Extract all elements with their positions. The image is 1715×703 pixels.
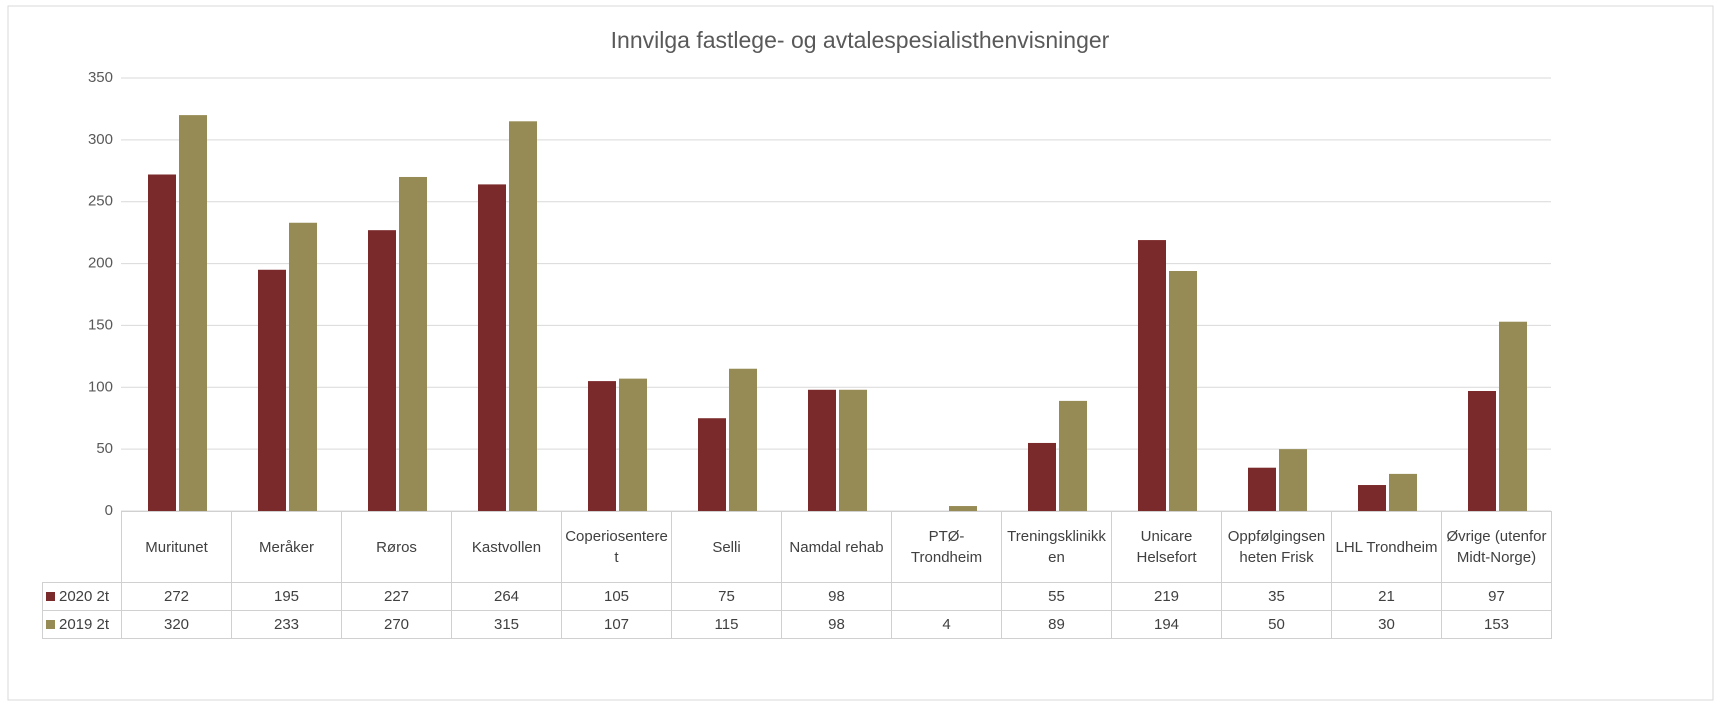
data-label: 89 <box>1001 610 1112 639</box>
y-tick-label: 350 <box>88 69 113 86</box>
bar <box>949 506 977 511</box>
y-tick-label: 300 <box>88 131 113 148</box>
table-corner <box>43 512 122 583</box>
data-label: 75 <box>671 582 782 611</box>
y-tick-label: 50 <box>96 440 113 457</box>
data-label: 233 <box>231 610 342 639</box>
data-label: 264 <box>451 582 562 611</box>
data-label: 97 <box>1441 582 1552 611</box>
bar <box>258 269 286 511</box>
x-tick-label: LHL Trondheim <box>1331 511 1442 583</box>
data-label: 98 <box>781 582 892 611</box>
x-tick-label: Oppfølgingsenheten Frisk <box>1221 511 1332 583</box>
bar <box>478 184 506 511</box>
legend-entry: 2019 2t <box>42 610 122 639</box>
x-tick-label: Selli <box>671 511 782 583</box>
data-label: 50 <box>1221 610 1332 639</box>
bar <box>1358 485 1386 511</box>
legend-swatch <box>46 620 55 629</box>
data-label <box>891 582 1002 611</box>
bar <box>368 230 396 511</box>
bar <box>1059 400 1087 511</box>
data-label: 272 <box>121 582 232 611</box>
legend-label: 2020 2t <box>59 588 110 605</box>
data-label: 35 <box>1221 582 1332 611</box>
data-label: 315 <box>451 610 562 639</box>
data-label: 219 <box>1111 582 1222 611</box>
data-label: 115 <box>671 610 782 639</box>
legend-label: 2019 2t <box>59 616 110 633</box>
legend-swatch <box>46 592 55 601</box>
y-tick-label: 200 <box>88 255 113 272</box>
y-tick-label: 250 <box>88 193 113 210</box>
bar <box>1389 473 1417 511</box>
bar <box>1248 467 1276 511</box>
bar <box>698 418 726 511</box>
data-label: 270 <box>341 610 452 639</box>
bar <box>619 378 647 511</box>
data-table: Muritunet Meråker Røros Kastvollen Coperiose… <box>42 511 1552 639</box>
y-tick-label: 150 <box>88 316 113 333</box>
data-label: 105 <box>561 582 672 611</box>
bar <box>148 174 176 512</box>
data-label: 21 <box>1331 582 1442 611</box>
data-label: 227 <box>341 582 452 611</box>
bar <box>1028 442 1056 511</box>
bar <box>509 121 537 512</box>
bar <box>729 368 757 511</box>
series-row: 2020 2t 272 195 227 264 105 75 98 55 219 35 21 97 <box>42 582 1552 611</box>
bar <box>1468 390 1496 511</box>
x-tick-label: Namdal rehab <box>781 511 892 583</box>
bar <box>1499 321 1527 511</box>
data-label: 195 <box>231 582 342 611</box>
x-tick-label: Øvrige (utenfor Midt-Norge) <box>1441 511 1552 583</box>
bar <box>588 381 616 511</box>
data-label: 55 <box>1001 582 1112 611</box>
series-row: 2019 2t 320 233 270 315 107 115 98 4 89 194 50 30 153 <box>42 610 1552 639</box>
x-tick-label: Muritunet <box>121 511 232 583</box>
data-label: 107 <box>561 610 672 639</box>
chart-title: Innvilga fastlege- og avtalespesialisthe… <box>611 27 1110 53</box>
bar <box>179 115 207 511</box>
x-tick-label: Unicare Helsefort <box>1111 511 1222 583</box>
bar <box>1279 449 1307 511</box>
y-tick-label: 0 <box>105 502 113 519</box>
x-tick-label: PTØ-Trondheim <box>891 511 1002 583</box>
data-label: 194 <box>1111 610 1222 639</box>
category-row: Muritunet Meråker Røros Kastvollen Coperiose… <box>43 511 1552 583</box>
bar <box>1138 240 1166 511</box>
data-label: 4 <box>891 610 1002 639</box>
x-tick-label: Meråker <box>231 511 342 583</box>
bar <box>289 222 317 511</box>
bar <box>399 176 427 511</box>
data-label: 30 <box>1331 610 1442 639</box>
data-label: 153 <box>1441 610 1552 639</box>
x-tick-label: Kastvollen <box>451 511 562 583</box>
y-tick-label: 100 <box>88 378 113 395</box>
x-tick-label: Coperiosenteret <box>561 511 672 583</box>
data-label: 320 <box>121 610 232 639</box>
data-label: 98 <box>781 610 892 639</box>
legend-entry: 2020 2t <box>42 582 122 611</box>
bar <box>808 389 836 511</box>
bar <box>1169 270 1197 511</box>
x-tick-label: Røros <box>341 511 452 583</box>
bar <box>839 389 867 511</box>
x-tick-label: Treningsklinikken <box>1001 511 1112 583</box>
